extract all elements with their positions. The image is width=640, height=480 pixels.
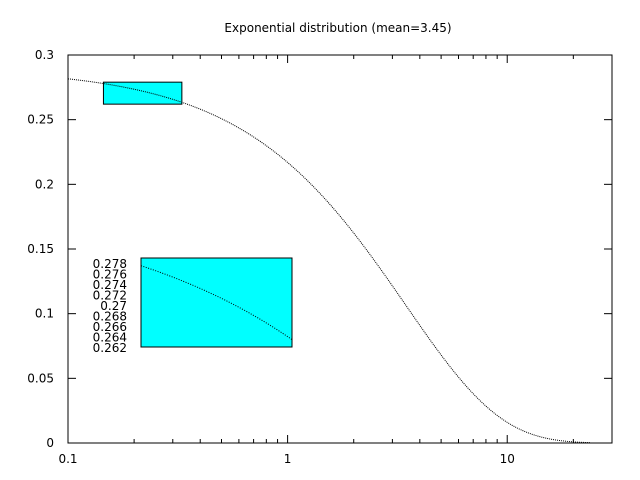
y-tick-label-4: 0.2 [35, 177, 54, 191]
inset-box [140, 257, 293, 348]
inset-y-label-5: 0.268 [93, 310, 127, 324]
inset-y-label-8: 0.262 [93, 341, 127, 355]
series-line-0 [67, 78, 591, 444]
inset-y-label-3: 0.272 [93, 289, 127, 303]
y-tick-label-3: 0.15 [27, 242, 54, 256]
inset-y-label-1: 0.276 [93, 268, 127, 282]
y-tick-label-0: 0 [46, 436, 54, 450]
inset-y-label-4: 0.27 [100, 299, 127, 313]
zoom-region-box [102, 81, 183, 105]
zoom-region-layer [102, 81, 183, 105]
inset-zoom: 0.2780.2760.2740.2720.270.2680.2660.2640… [93, 257, 293, 355]
chart-title: Exponential distribution (mean=3.45) [224, 21, 451, 35]
curve-layer [67, 78, 591, 444]
inset-y-label-0: 0.278 [93, 257, 127, 271]
plot-frame [67, 54, 613, 444]
axis-ticks: 0.1 1 10 0 0.05 0.1 0.15 0.2 0.25 0.3 [27, 48, 613, 466]
inset-y-label-6: 0.266 [93, 320, 127, 334]
y-tick-label-6: 0.3 [35, 48, 54, 62]
y-tick-label-5: 0.25 [27, 113, 54, 127]
y-tick-label-1: 0.05 [27, 371, 54, 385]
y-tick-label-2: 0.1 [35, 307, 54, 321]
x-tick-label-2: 10 [500, 452, 515, 466]
inset-y-label-2: 0.274 [93, 278, 127, 292]
x-tick-label-1: 1 [284, 452, 292, 466]
x-tick-label-0: 0.1 [58, 452, 77, 466]
inset-y-label-7: 0.264 [93, 331, 127, 345]
